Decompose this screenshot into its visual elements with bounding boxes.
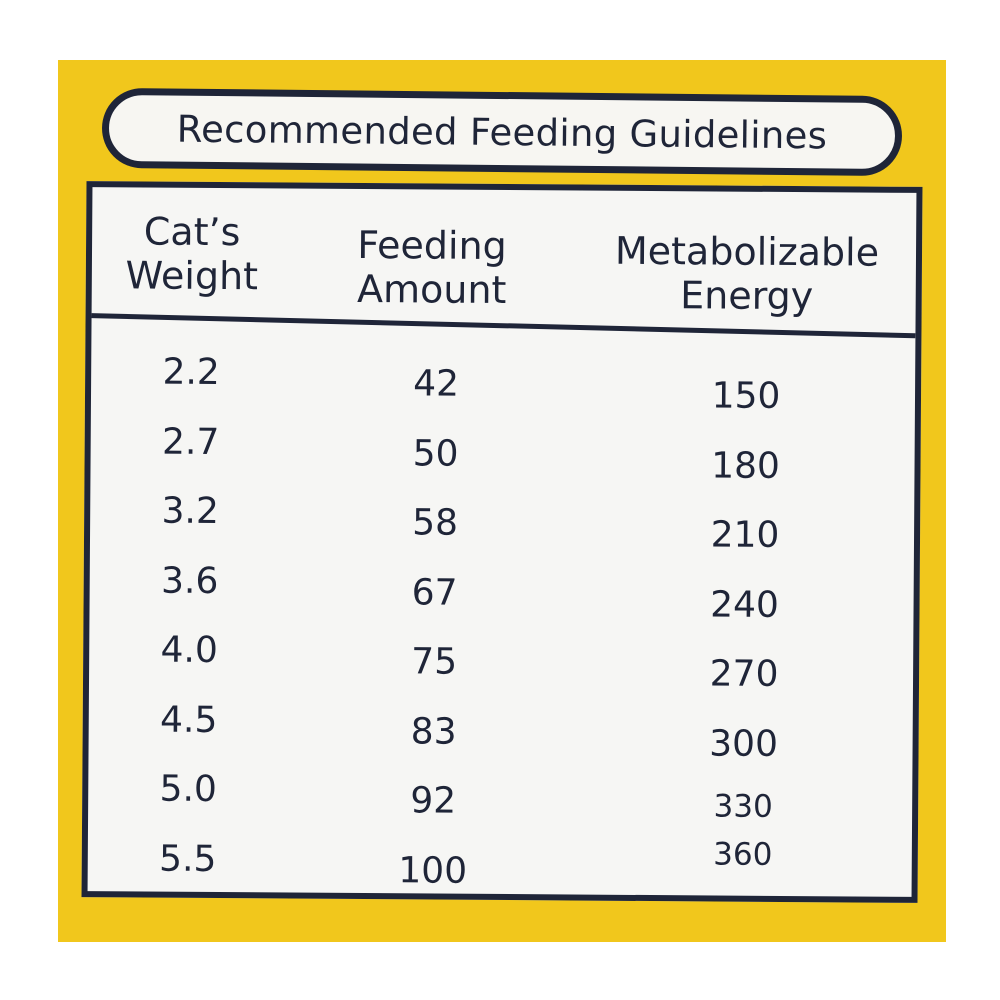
- cell-energy: 270: [709, 653, 779, 695]
- cell-amount: 50: [412, 432, 459, 475]
- header-line: Weight: [125, 253, 259, 299]
- cell-amount: 92: [410, 780, 457, 822]
- energy-column: 150 180 210 240 270 300 330 360: [643, 361, 847, 890]
- header-line: Amount: [356, 266, 507, 313]
- cell-weight: 4.0: [160, 629, 219, 672]
- cell-weight: 4.5: [159, 699, 218, 741]
- cell-weight: 5.5: [158, 838, 217, 880]
- title-banner: Recommended Feeding Guidelines: [101, 87, 903, 177]
- header-line: Feeding: [357, 222, 507, 269]
- header-cats-weight: Cat’s Weight: [112, 209, 273, 298]
- header-metabolizable-energy: Metabolizable Energy: [582, 229, 913, 319]
- cell-amount: 67: [411, 571, 458, 614]
- cell-amount: 58: [412, 502, 459, 544]
- cell-weight: 2.7: [161, 421, 220, 463]
- cell-energy: 240: [710, 583, 780, 626]
- header-feeding-amount: Feeding Amount: [332, 223, 533, 312]
- feeding-table: Cat’s Weight Feeding Amount Metabolizabl…: [81, 181, 923, 906]
- cell-amount: 100: [398, 849, 468, 892]
- cell-energy: 180: [711, 444, 781, 487]
- cell-amount: 83: [410, 710, 457, 753]
- cell-weight: 5.0: [159, 768, 218, 811]
- header-line: Energy: [680, 273, 814, 319]
- cell-amount: 75: [411, 641, 458, 683]
- cell-weight: 3.6: [160, 560, 219, 602]
- cell-weight: 3.2: [161, 490, 219, 533]
- cell-energy: 150: [711, 375, 781, 417]
- cell-amount: 42: [413, 363, 460, 405]
- cell-weight: 2.2: [162, 351, 220, 394]
- cell-energy: 210: [710, 514, 780, 556]
- header-line: Metabolizable: [614, 228, 880, 275]
- page-title: Recommended Feeding Guidelines: [176, 107, 828, 157]
- header-line: Cat’s: [143, 209, 241, 255]
- cell-energy: 360: [713, 835, 773, 873]
- weight-column: 2.2 2.7 3.2 3.6 4.0 4.5 5.0 5.5: [88, 337, 292, 894]
- amount-column: 42 50 58 67 75 83 92 100: [332, 349, 536, 906]
- cell-energy: 300: [709, 722, 779, 765]
